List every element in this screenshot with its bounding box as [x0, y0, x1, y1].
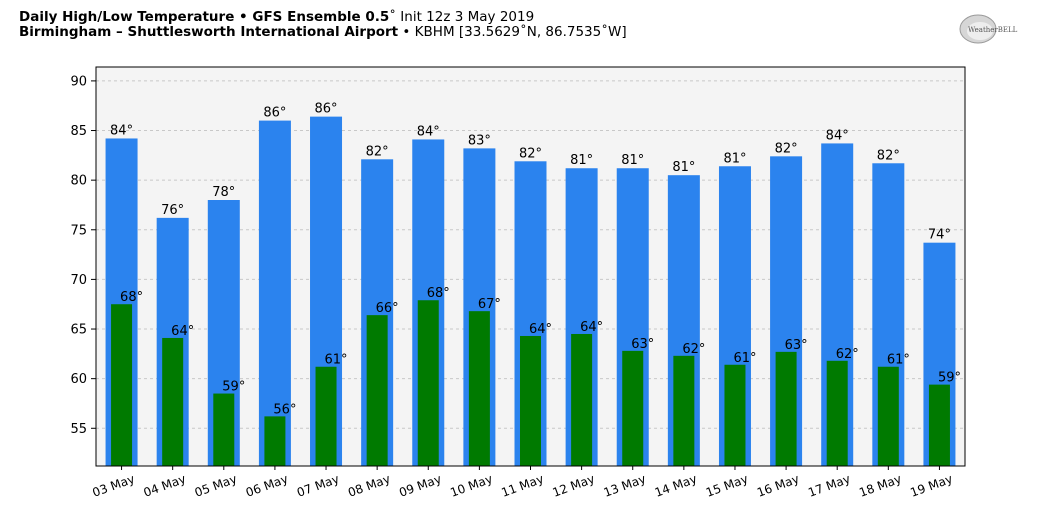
low-bar	[417, 300, 439, 466]
low-bar	[366, 315, 388, 466]
y-tick-label: 55	[70, 422, 87, 437]
low-data-label: 67°	[478, 297, 501, 312]
high-data-label: 81°	[723, 151, 746, 166]
x-tick-label: 05 May	[193, 472, 239, 500]
low-bar	[826, 360, 848, 466]
x-tick-label: 18 May	[857, 472, 903, 500]
x-tick-label: 04 May	[142, 472, 188, 500]
low-bar	[213, 393, 235, 466]
low-data-label: 68°	[427, 286, 450, 301]
x-tick-label: 12 May	[551, 472, 597, 500]
high-data-label: 84°	[417, 124, 440, 139]
low-bar	[622, 350, 644, 466]
x-tick-label: 17 May	[806, 472, 852, 500]
low-bar	[571, 333, 593, 466]
low-bar	[673, 355, 695, 466]
y-tick-label: 65	[70, 323, 87, 338]
low-data-label: 66°	[376, 301, 399, 316]
high-data-label: 76°	[161, 203, 184, 218]
high-data-label: 82°	[775, 141, 798, 156]
x-tick-label: 14 May	[653, 472, 699, 500]
high-data-label: 81°	[570, 153, 593, 168]
x-tick-label: 07 May	[295, 472, 341, 500]
y-tick-label: 60	[70, 372, 87, 387]
high-data-label: 86°	[263, 106, 286, 121]
low-bar	[111, 304, 133, 466]
high-data-label: 82°	[366, 144, 389, 159]
high-data-label: 81°	[672, 160, 695, 175]
x-tick-label: 03 May	[91, 472, 137, 500]
x-tick-label: 16 May	[755, 472, 801, 500]
low-data-label: 61°	[733, 351, 756, 366]
low-data-label: 59°	[222, 380, 245, 395]
high-data-label: 83°	[468, 133, 491, 148]
high-data-label: 82°	[519, 146, 542, 161]
high-data-label: 81°	[621, 153, 644, 168]
low-data-label: 62°	[836, 347, 859, 362]
x-tick-label: 06 May	[244, 472, 290, 500]
low-bar	[162, 337, 184, 466]
y-tick-label: 75	[70, 223, 87, 238]
y-tick-label: 85	[70, 124, 87, 139]
high-data-label: 78°	[212, 185, 235, 200]
y-tick-label: 70	[70, 273, 87, 288]
chart-subtitle: Birmingham – Shuttlesworth International…	[19, 24, 627, 40]
x-tick-label: 11 May	[499, 472, 545, 500]
low-data-label: 64°	[580, 320, 603, 335]
high-data-label: 86°	[315, 102, 338, 117]
chart-title: Daily High/Low Temperature • GFS Ensembl…	[19, 9, 534, 25]
chart-title-main: Daily High/Low Temperature • GFS Ensembl…	[19, 9, 390, 25]
low-data-label: 64°	[529, 322, 552, 337]
plot-frame	[95, 66, 966, 467]
low-data-label: 68°	[120, 290, 143, 305]
x-tick-label: 08 May	[346, 472, 392, 500]
high-bar	[258, 120, 291, 466]
x-tick-label: 19 May	[908, 472, 954, 500]
x-tick-label: 10 May	[448, 472, 494, 500]
low-bar	[928, 384, 950, 466]
x-tick-label: 15 May	[704, 472, 750, 500]
low-bar	[724, 364, 746, 466]
low-data-label: 63°	[785, 338, 808, 353]
weatherbell-logo-icon: WeatherBELL	[959, 14, 1018, 44]
low-data-label: 56°	[273, 402, 296, 417]
low-data-label: 61°	[887, 353, 910, 368]
station-coordinates: • KBHM [33.5629˚N, 86.7535˚W]	[398, 24, 627, 40]
station-name: Birmingham – Shuttlesworth International…	[19, 24, 399, 40]
high-data-label: 84°	[110, 123, 133, 138]
chart-title-init: ˚ Init 12z 3 May 2019	[389, 9, 535, 25]
low-bar	[468, 311, 490, 466]
low-data-label: 61°	[325, 353, 348, 368]
low-data-label: 59°	[938, 371, 961, 386]
x-tick-label: 13 May	[602, 472, 648, 500]
y-tick-label: 90	[70, 74, 87, 89]
low-data-label: 64°	[171, 324, 194, 339]
low-bar	[315, 366, 337, 466]
low-bar	[264, 416, 286, 466]
x-tick-label: 09 May	[397, 472, 443, 500]
low-bar	[520, 335, 541, 466]
low-data-label: 62°	[682, 342, 705, 357]
high-data-label: 82°	[877, 148, 900, 163]
high-data-label: 84°	[826, 128, 849, 143]
low-bar	[775, 351, 797, 466]
low-data-label: 63°	[631, 337, 654, 352]
y-tick-label: 80	[70, 174, 87, 189]
low-bar	[877, 366, 899, 466]
high-data-label: 74°	[928, 228, 951, 243]
logo-text: WeatherBELL	[968, 26, 1018, 34]
